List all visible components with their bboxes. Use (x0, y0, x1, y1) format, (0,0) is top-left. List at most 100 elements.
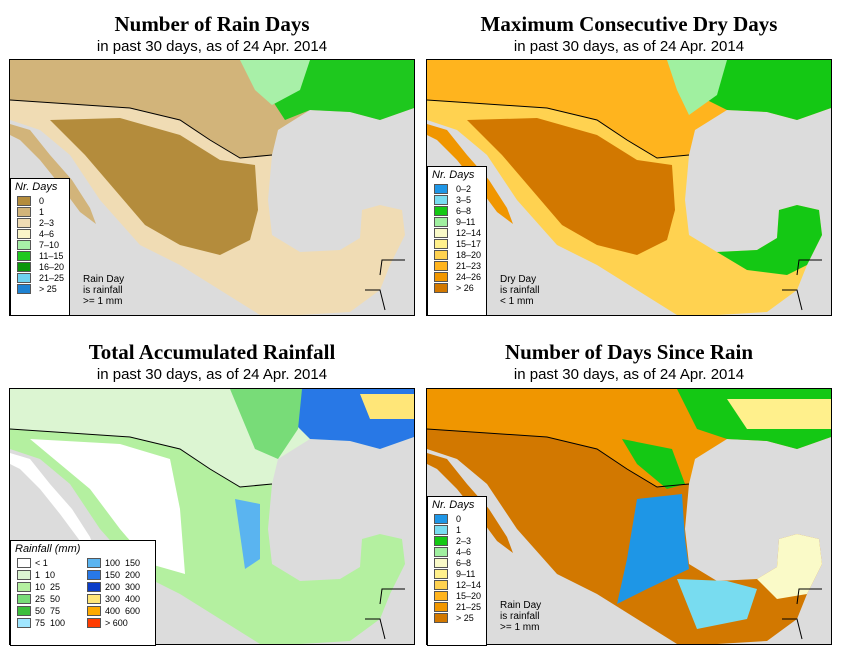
land-us-light-green (240, 60, 310, 105)
legend-title: Nr. Days (432, 499, 475, 511)
legend-label: > 26 (456, 282, 474, 293)
legend-swatch (434, 227, 448, 238)
legend-item: 1 (11, 206, 69, 217)
legend-label: 400 600 (105, 606, 141, 616)
note-line: is rainfall (83, 285, 123, 296)
legend-item: 6–8 (428, 557, 486, 568)
gulf-of-mexico (278, 445, 414, 569)
legend-label: 3–5 (456, 194, 472, 205)
legend-label: 150 200 (105, 570, 141, 580)
legend-swatch (87, 606, 101, 616)
land-south-green (717, 205, 822, 275)
panel-dry-days: Maximum Consecutive Dry Days in past 30 … (426, 0, 832, 320)
legend-item: 4–6 (11, 228, 69, 239)
note-line: Rain Day (500, 600, 542, 611)
legend-swatch (17, 570, 31, 580)
map-image (427, 60, 831, 315)
legend-item: 0–2 (428, 183, 486, 194)
legend-label: 0 (39, 195, 45, 206)
legend-label: 21–23 (456, 260, 482, 271)
legend-label: 9–11 (456, 216, 476, 227)
legend-item: < 1 (15, 557, 81, 569)
legend-label: < 1 (35, 558, 48, 568)
legend-label: 50 75 (35, 606, 61, 616)
legend-item: 150 200 (85, 569, 151, 581)
legend-label: 11–15 (39, 250, 64, 261)
legend-label: 12–14 (456, 227, 482, 238)
legend-label: 6–8 (456, 205, 472, 216)
legend-swatch (17, 228, 31, 239)
land-us-east-green (697, 60, 831, 120)
legend-title: Rainfall (mm) (15, 543, 81, 555)
legend-label: 0 (456, 513, 462, 524)
legend-label: 4–6 (39, 228, 55, 239)
legend-item: 75 100 (15, 617, 81, 629)
legend-item: 12–14 (428, 579, 486, 590)
legend-swatch (17, 206, 31, 217)
land-mexico-dry (50, 118, 258, 255)
legend-swatch (434, 282, 448, 293)
legend-item: 2–3 (428, 535, 486, 546)
land-us-east-yellow (360, 394, 414, 419)
legend-item: 21–23 (428, 260, 486, 271)
note-line: Rain Day (83, 274, 125, 285)
legend-swatch (434, 546, 448, 557)
legend-label: 16–20 (39, 261, 65, 272)
panel-title: Number of Days Since Rain (504, 340, 754, 364)
legend-label: 75 100 (35, 618, 66, 628)
legend-label: 7–10 (39, 239, 60, 250)
legend-title: Nr. Days (15, 181, 58, 193)
legend-swatch (17, 618, 31, 628)
legend-item: 25 50 (15, 593, 81, 605)
panel-title: Maximum Consecutive Dry Days (480, 12, 778, 36)
panel-subtitle: in past 30 days, as of 24 Apr. 2014 (513, 366, 745, 383)
legend-label: 100 150 (105, 558, 141, 568)
legend-item: 12–14 (428, 227, 486, 238)
land-mexico-blue (617, 494, 689, 604)
legend-label: 15–20 (456, 590, 482, 601)
panel-days-since-rain: Number of Days Since Rain in past 30 day… (426, 330, 832, 655)
legend-item: 400 600 (85, 605, 151, 617)
map-image (427, 389, 831, 644)
legend-label: 15–17 (456, 238, 482, 249)
legend-label: > 600 (105, 618, 128, 628)
legend-rain-days: Nr. Days 0 1 2–3 4–6 7–10 11–15 16–20 21–25 > 25 (10, 178, 70, 316)
note-line: < 1 mm (500, 296, 534, 307)
panel-total-rainfall: Total Accumulated Rainfall in past 30 da… (9, 330, 415, 655)
legend-item: 7–10 (11, 239, 69, 250)
legend-swatch (87, 570, 101, 580)
legend-item: 6–8 (428, 205, 486, 216)
legend-label: 18–20 (456, 249, 482, 260)
legend-swatch (434, 601, 448, 612)
gulf-of-mexico (278, 116, 414, 240)
legend-item: 9–11 (428, 568, 486, 579)
baja-california (10, 124, 96, 224)
legend-days-since-rain: Nr. Days 0 1 2–3 4–6 6–8 9–11 12–14 15–20 21–25 >… (427, 496, 487, 646)
definition-note: Dry Day is rainfall < 1 mm (500, 274, 539, 307)
panel-subtitle: in past 30 days, as of 24 Apr. 2014 (513, 38, 745, 55)
legend-item: 0 (11, 195, 69, 206)
note-line: is rainfall (500, 285, 540, 296)
legend-item: 24–26 (428, 271, 486, 282)
legend-swatch (17, 217, 31, 228)
legend-item: > 26 (428, 282, 486, 293)
legend-label: 300 400 (105, 594, 141, 604)
legend-item: 21–25 (11, 272, 69, 283)
legend-item: > 25 (11, 283, 69, 294)
legend-swatch (87, 594, 101, 604)
legend-label: 25 50 (35, 594, 61, 604)
legend-swatch (434, 183, 448, 194)
note-line: is rainfall (500, 611, 540, 622)
land-us-yellow (727, 399, 831, 429)
legend-swatch (17, 250, 31, 261)
legend-label: 2–3 (456, 535, 472, 546)
panel-subtitle: in past 30 days, as of 24 Apr. 2014 (96, 38, 328, 55)
panel-rain-days: Number of Rain Days in past 30 days, as … (9, 0, 415, 320)
legend-label: 21–25 (39, 272, 65, 283)
legend-rows: 0 1 2–3 4–6 6–8 9–11 12–14 15–20 21–25 > 25 (428, 513, 486, 623)
land-us-light-green (667, 60, 727, 115)
legend-label: 0–2 (456, 183, 472, 194)
panel-title: Total Accumulated Rainfall (88, 340, 336, 364)
legend-swatch (17, 272, 31, 283)
panel-subtitle: in past 30 days, as of 24 Apr. 2014 (96, 366, 328, 383)
